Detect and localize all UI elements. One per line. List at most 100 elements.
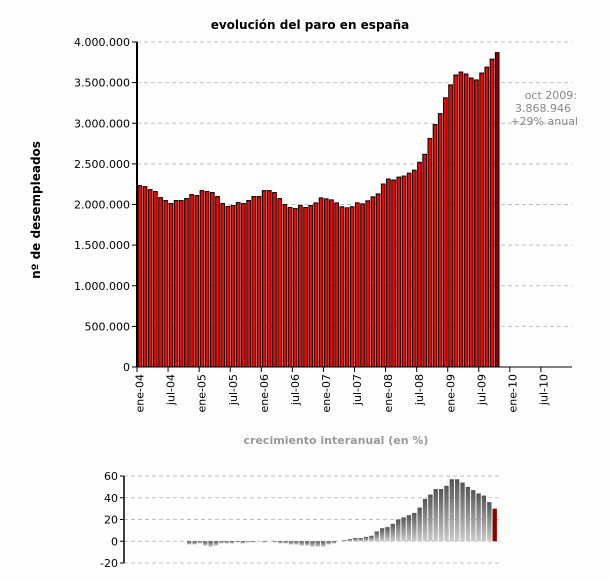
bar: [318, 197, 324, 368]
growth-bar: [353, 537, 358, 542]
growth-bar: [428, 494, 433, 542]
bar: [339, 206, 345, 368]
x-tick-label: ene-09: [444, 374, 457, 412]
bar: [153, 191, 158, 368]
y-tick-label: 40: [104, 492, 118, 505]
x-tick-label: jul-04: [165, 374, 178, 406]
growth-bar: [396, 519, 401, 542]
bar: [184, 198, 189, 368]
growth-bar: [438, 489, 444, 542]
bar: [344, 207, 350, 368]
bar: [468, 77, 474, 368]
bar: [256, 196, 262, 368]
bar: [411, 169, 417, 368]
growth-bar: [192, 541, 197, 545]
x-tick-label: jul-05: [227, 374, 240, 406]
bar: [422, 153, 428, 368]
bar: [137, 185, 143, 368]
bar: [292, 207, 298, 368]
growth-bar: [224, 541, 229, 544]
growth-bar: [288, 541, 294, 545]
growth-bar: [197, 541, 203, 544]
bar: [329, 199, 334, 368]
growth-bar: [310, 541, 315, 547]
bar: [360, 203, 365, 368]
bar: [241, 203, 246, 368]
y-tick-label: 2.500.000: [74, 158, 130, 171]
bar: [474, 79, 479, 368]
growth-bar: [401, 517, 406, 542]
bar: [235, 202, 241, 368]
bar: [287, 207, 293, 368]
growth-bar: [187, 541, 192, 545]
y-tick-label: 3.500.000: [74, 77, 130, 90]
bar: [370, 196, 376, 368]
growth-bar: [444, 485, 449, 542]
bar: [220, 203, 226, 368]
growth-bar: [374, 531, 379, 542]
growth-bar: [304, 541, 310, 546]
y-tick-label: 60: [104, 470, 118, 483]
growth-bar: [213, 541, 219, 546]
growth-bar: [487, 502, 492, 542]
bar: [406, 172, 412, 368]
y-tick-label: 0: [123, 361, 130, 374]
growth-bar: [422, 498, 428, 542]
annotation-line-1: oct 2009:: [525, 89, 577, 102]
bar: [303, 207, 308, 368]
y-tick-label: 500.000: [85, 320, 131, 333]
growth-bar: [347, 539, 353, 542]
annotation-line-3: +29% anual: [510, 115, 578, 128]
bar: [443, 97, 448, 368]
growth-bar: [476, 493, 481, 542]
bar: [272, 192, 277, 368]
growth-bar: [379, 528, 385, 542]
bar: [230, 204, 236, 368]
y-tick-label: 1.500.000: [74, 239, 130, 252]
growth-bar: [326, 541, 331, 545]
x-tick-label: ene-07: [320, 374, 333, 412]
bar: [215, 196, 220, 368]
x-tick-label: ene-10: [506, 374, 519, 412]
y-tick-label: 3.000.000: [74, 117, 130, 130]
growth-bar: [465, 486, 471, 542]
growth-bar: [455, 479, 460, 542]
bar: [365, 200, 371, 368]
growth-bar: [294, 541, 299, 545]
bar: [323, 198, 329, 368]
bar: [168, 203, 174, 368]
growth-bar: [219, 541, 224, 544]
bar: [427, 137, 433, 368]
x-tick-label: ene-05: [196, 374, 209, 412]
y-tick-label: 4.000.000: [74, 36, 130, 49]
bar: [210, 192, 215, 368]
bar: [453, 74, 459, 368]
bar: [401, 175, 407, 368]
bar: [147, 189, 153, 368]
growth-bar: [412, 512, 417, 542]
growth-bar: [315, 541, 320, 547]
growth-bar: [363, 536, 369, 542]
bar: [313, 202, 319, 368]
bar: [266, 190, 272, 368]
bar: [189, 194, 194, 368]
growth-bar: [481, 495, 487, 542]
bar: [484, 66, 490, 368]
growth-bar: [385, 527, 390, 542]
bar: [458, 71, 464, 368]
growth-bar: [251, 541, 256, 543]
bar: [391, 179, 396, 368]
growth-bar: [278, 541, 283, 544]
bar: [163, 200, 169, 368]
growth-bar: [369, 535, 374, 542]
y-tick-label: 20: [104, 514, 118, 527]
growth-bar: [449, 479, 454, 542]
bar: [355, 202, 360, 368]
x-tick-label: jul-06: [289, 374, 302, 406]
growth-bar: [283, 541, 288, 544]
bar: [173, 200, 179, 368]
bar: [277, 198, 283, 368]
growth-bar: [460, 482, 465, 542]
growth-bar: [358, 537, 363, 542]
